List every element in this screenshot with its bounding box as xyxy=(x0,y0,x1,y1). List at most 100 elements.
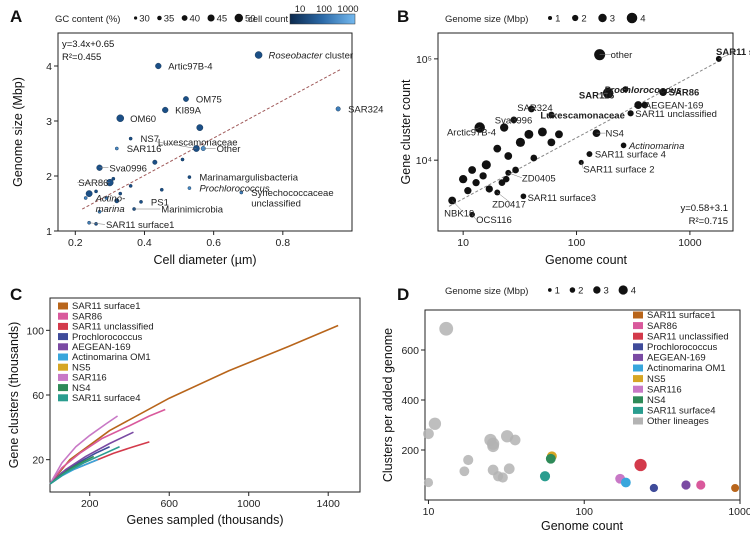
panel-c-legend-label: AEGEAN-169 xyxy=(72,342,131,353)
panel-c-legend-label: NS5 xyxy=(72,362,90,373)
panel-a-point xyxy=(187,175,192,179)
panel-a-point-label: marina xyxy=(96,204,125,215)
panel-c: 200 600 1000 1400 20 60 100 SAR11 surface1SAR8… xyxy=(7,297,361,527)
panel-a-xtick-label: 0.2 xyxy=(68,237,83,249)
panel-d-point xyxy=(428,417,442,430)
panel-a-point xyxy=(114,198,120,204)
panel-b-point-label: SAR86 xyxy=(669,88,700,99)
panel-a-gc-legend-label: 35 xyxy=(164,14,175,25)
panel-d-point xyxy=(463,454,474,466)
panel-b-point xyxy=(641,101,649,109)
panel-d-size-legend-dot xyxy=(593,286,601,294)
panel-b-ytick-label: 10⁴ xyxy=(416,155,432,167)
panel-b-leader-line xyxy=(471,214,477,220)
panel-a-point xyxy=(115,146,119,151)
panel-d-point xyxy=(731,484,740,492)
panel-c-series-line xyxy=(49,431,134,485)
panel-b-leader-line xyxy=(580,162,584,169)
panel-b-leader-line xyxy=(497,192,513,205)
panel-b-point xyxy=(555,130,563,139)
panel-a-point xyxy=(128,184,133,188)
panel-b-point xyxy=(659,88,667,96)
panel-b-point xyxy=(627,110,634,117)
panel-b-point xyxy=(472,179,480,187)
panel-d-plot-frame xyxy=(424,309,741,501)
panel-a-point-label: unclassified xyxy=(251,199,301,210)
panel-b-point xyxy=(504,152,513,160)
panel-c-legend-label: SAR11 unclassified xyxy=(72,322,154,333)
panel-b-point-label: Actinomarina xyxy=(628,141,684,152)
panel-a-ytick-label: 3 xyxy=(46,116,52,128)
panel-b-point-label: ZD0405 xyxy=(522,173,556,184)
panel-b-point-label: SAR11 surface1 xyxy=(716,47,750,58)
panel-b-size-legend-dot xyxy=(548,15,553,21)
panel-a-plot-frame xyxy=(57,32,353,232)
panel-a-point xyxy=(94,222,98,226)
panel-a-equation: y=3.4x+0.65 xyxy=(62,39,114,50)
panel-d-legend-label: NS4 xyxy=(647,395,665,406)
panel-a-leader-line xyxy=(156,141,197,149)
panel-c-legend-swatch xyxy=(58,343,68,351)
panel-a-point-label: Other xyxy=(217,144,241,155)
panel-a-fit-line xyxy=(81,68,342,210)
panel-d-point xyxy=(439,321,454,336)
panel-d-ytick-label: 400 xyxy=(401,395,419,407)
panel-a-count-legend-tick: 10 xyxy=(295,4,306,15)
panel-b-point-label: Prochlorococcus xyxy=(604,85,682,96)
panel-a-point xyxy=(128,136,133,141)
panel-letter-c: C xyxy=(10,285,22,304)
panel-b-point-label: NS4 xyxy=(605,129,623,140)
panel-d-point xyxy=(423,428,434,440)
panel-d-point xyxy=(634,458,647,472)
panel-c-series-line xyxy=(49,324,339,485)
panel-c-legend-label: SAR116 xyxy=(72,373,107,384)
panel-c-legend-swatch xyxy=(58,384,68,392)
panel-d-legend-label: Actinomarina OM1 xyxy=(647,363,726,374)
panel-a-point xyxy=(83,196,88,200)
panel-d-legend-label: AEGEAN-169 xyxy=(647,353,706,364)
panel-c-legend-swatch xyxy=(58,312,68,320)
panel-c-ytick-label: 100 xyxy=(26,325,44,337)
panel-a-point-label: KI89A xyxy=(175,106,202,117)
panel-d-legend-swatch xyxy=(633,417,643,425)
panel-b-xtick-label: 10 xyxy=(457,237,469,249)
panel-a-gc-legend-label: 50 xyxy=(245,14,256,25)
panel-d-point xyxy=(503,463,515,475)
panel-c-legend-label: SAR11 surface1 xyxy=(72,301,140,312)
panel-d-point xyxy=(423,477,434,488)
panel-b-point xyxy=(586,151,593,157)
panel-d-legend-swatch xyxy=(633,353,643,361)
panel-a-xtick-label: 0.8 xyxy=(276,237,291,249)
panel-c-legend-swatch xyxy=(58,363,68,371)
panel-c-legend-label: SAR86 xyxy=(72,311,102,322)
panel-c-ylabel: Gene clusters (thousands) xyxy=(7,322,21,469)
panel-b-ylabel: Gene cluster count xyxy=(399,79,413,184)
panel-a-point xyxy=(254,51,263,59)
panel-d-point xyxy=(649,483,659,493)
panel-b-point-label: SAR324 xyxy=(517,103,552,114)
panel-d-xtick-label: 100 xyxy=(575,506,593,518)
panel-a-point xyxy=(187,186,192,190)
panel-d-point xyxy=(539,471,551,482)
panel-a-count-colorbar xyxy=(289,13,356,25)
panel-a-point-label: Synechococcaceae xyxy=(251,188,333,199)
panel-b-point-label: NBK19 xyxy=(444,209,474,220)
panel-c-legend-swatch xyxy=(58,333,68,341)
panel-d-legend-swatch xyxy=(633,343,643,351)
panel-a-point-label: Sva0996 xyxy=(109,163,147,174)
panel-c-xtick-label: 1000 xyxy=(237,498,261,510)
panel-a-point xyxy=(85,190,93,197)
panel-a-point xyxy=(162,106,169,114)
panel-d-size-legend-title: Genome size (Mbp) xyxy=(445,286,528,297)
panel-d-legend-swatch xyxy=(633,311,643,319)
panel-b-xtick-label: 100 xyxy=(568,237,586,249)
panel-a-gc-legend-dot xyxy=(234,13,243,23)
panel-c-legend-swatch xyxy=(58,302,68,310)
panel-b-point xyxy=(515,137,525,147)
panel-b-point-label: Luxescamonaceae xyxy=(540,110,625,121)
panel-c-xlabel: Genes sampled (thousands) xyxy=(126,513,283,527)
panel-c-legend-swatch xyxy=(58,394,68,402)
panel-a-point xyxy=(104,196,109,200)
panel-a-point-label: PS1 xyxy=(151,197,169,208)
